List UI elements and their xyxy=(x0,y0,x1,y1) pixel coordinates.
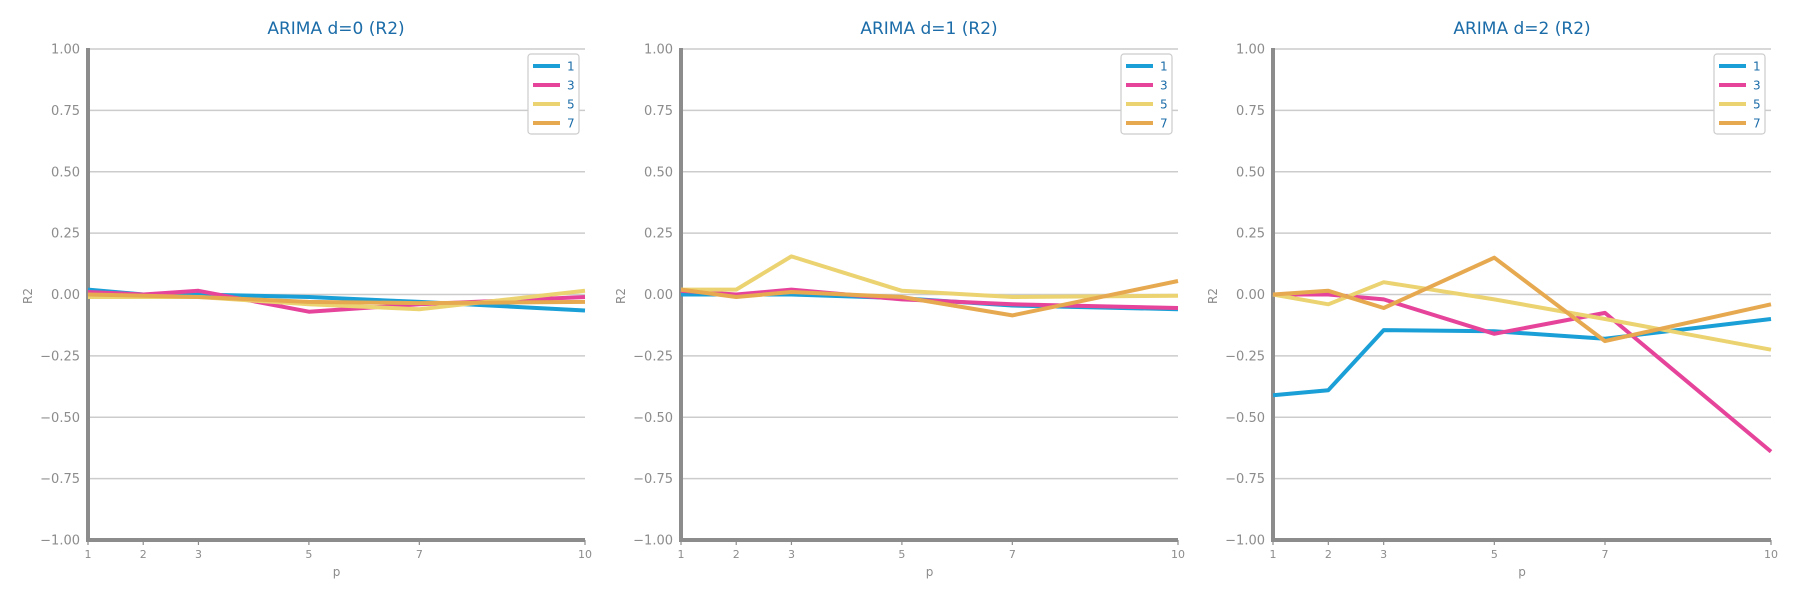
legend-label: 1 xyxy=(1753,60,1761,74)
series-line-5 xyxy=(681,254,1179,299)
y-axis-label: R2 xyxy=(614,288,628,304)
legend-label: 1 xyxy=(567,60,575,74)
x-tick-label: 5 xyxy=(305,548,312,561)
x-axis-label: p xyxy=(926,565,934,579)
x-tick-label: 7 xyxy=(1602,548,1609,561)
y-axis-label: R2 xyxy=(1206,288,1220,304)
legend-label: 3 xyxy=(567,79,575,93)
x-tick-label: 10 xyxy=(1764,548,1778,561)
x-tick-label: 2 xyxy=(733,548,740,561)
y-tick-label: 0.00 xyxy=(51,288,80,303)
x-tick-label: 10 xyxy=(578,548,592,561)
legend-label: 1 xyxy=(1160,60,1168,74)
series-line-7 xyxy=(1272,255,1772,344)
y-tick-label: 1.00 xyxy=(51,43,80,58)
legend-label: 3 xyxy=(1753,79,1761,93)
y-tick-label: 1.00 xyxy=(644,43,673,58)
chart-panel-3: 1.00 0.75 0.50 0.25 0.00 −0.25 −0.50 −0.75 −1.00… xyxy=(1206,19,1778,579)
y-tick-label: −0.75 xyxy=(633,472,673,487)
y-tick-label: −0.50 xyxy=(1225,411,1265,426)
y-tick-label: 0.50 xyxy=(644,165,673,180)
y-tick-label: −1.00 xyxy=(633,534,673,549)
y-tick-label: 0.75 xyxy=(1236,104,1265,119)
legend-box xyxy=(1713,53,1766,135)
y-tick-label: −0.50 xyxy=(633,411,673,426)
x-tick-label: 1 xyxy=(1270,548,1277,561)
y-tick-label: −0.25 xyxy=(40,349,80,364)
y-tick-label: 0.75 xyxy=(644,104,673,119)
series-line-7 xyxy=(87,292,586,306)
x-tick-label: 5 xyxy=(898,548,905,561)
y-tick-label: 0.25 xyxy=(1236,227,1265,242)
x-tick-label: 2 xyxy=(140,548,147,561)
y-tick-label: 0.25 xyxy=(644,227,673,242)
x-tick-label: 1 xyxy=(85,548,92,561)
series-line-5 xyxy=(1272,280,1772,352)
legend-box xyxy=(527,53,580,135)
x-tick-label: 7 xyxy=(1009,548,1016,561)
x-axis-label: p xyxy=(1518,565,1526,579)
y-tick-label: 0.00 xyxy=(1236,288,1265,303)
y-tick-label: −0.75 xyxy=(1225,472,1265,487)
y-tick-label: −0.25 xyxy=(1225,349,1265,364)
x-tick-label: 5 xyxy=(1491,548,1498,561)
y-axis-label: R2 xyxy=(21,288,35,304)
legend-box xyxy=(1120,53,1173,135)
y-tick-label: −0.75 xyxy=(40,472,80,487)
y-tick-label: −1.00 xyxy=(1225,534,1265,549)
chart-title: ARIMA d=0 (R2) xyxy=(267,19,404,39)
y-tick-label: 0.25 xyxy=(51,227,80,242)
chart-panel-2: 1.00 0.75 0.50 0.25 0.00 −0.25 −0.50 −0.75 −1.00… xyxy=(614,19,1185,579)
legend-label: 5 xyxy=(1753,98,1761,112)
y-tick-label: 0.00 xyxy=(644,288,673,303)
legend-label: 7 xyxy=(1753,117,1761,131)
chart-panel-1: 1.00 0.75 0.50 0.25 0.00 −0.25 −0.50 −0.75 −1.00… xyxy=(21,19,592,579)
y-tick-label: −0.50 xyxy=(40,411,80,426)
legend-label: 7 xyxy=(1160,117,1168,131)
legend-label: 7 xyxy=(567,117,575,131)
series-line-7 xyxy=(680,279,1179,318)
legend-label: 3 xyxy=(1160,79,1168,93)
x-tick-label: 10 xyxy=(1171,548,1185,561)
x-tick-label: 7 xyxy=(416,548,423,561)
x-tick-label: 2 xyxy=(1325,548,1332,561)
y-tick-label: 0.75 xyxy=(51,104,80,119)
legend-label: 5 xyxy=(1160,98,1168,112)
x-axis-label: p xyxy=(333,565,341,579)
legend-label: 5 xyxy=(567,98,575,112)
x-tick-label: 3 xyxy=(788,548,795,561)
y-tick-label: 1.00 xyxy=(1236,43,1265,58)
y-tick-label: 0.50 xyxy=(51,165,80,180)
y-tick-label: −1.00 xyxy=(40,534,80,549)
y-tick-label: −0.25 xyxy=(633,349,673,364)
chart-title: ARIMA d=2 (R2) xyxy=(1453,19,1590,39)
series-line-3 xyxy=(1273,292,1773,454)
x-tick-label: 3 xyxy=(1380,548,1387,561)
x-tick-label: 1 xyxy=(678,548,685,561)
x-tick-label: 3 xyxy=(195,548,202,561)
y-tick-label: 0.50 xyxy=(1236,165,1265,180)
chart-title: ARIMA d=1 (R2) xyxy=(860,19,997,39)
